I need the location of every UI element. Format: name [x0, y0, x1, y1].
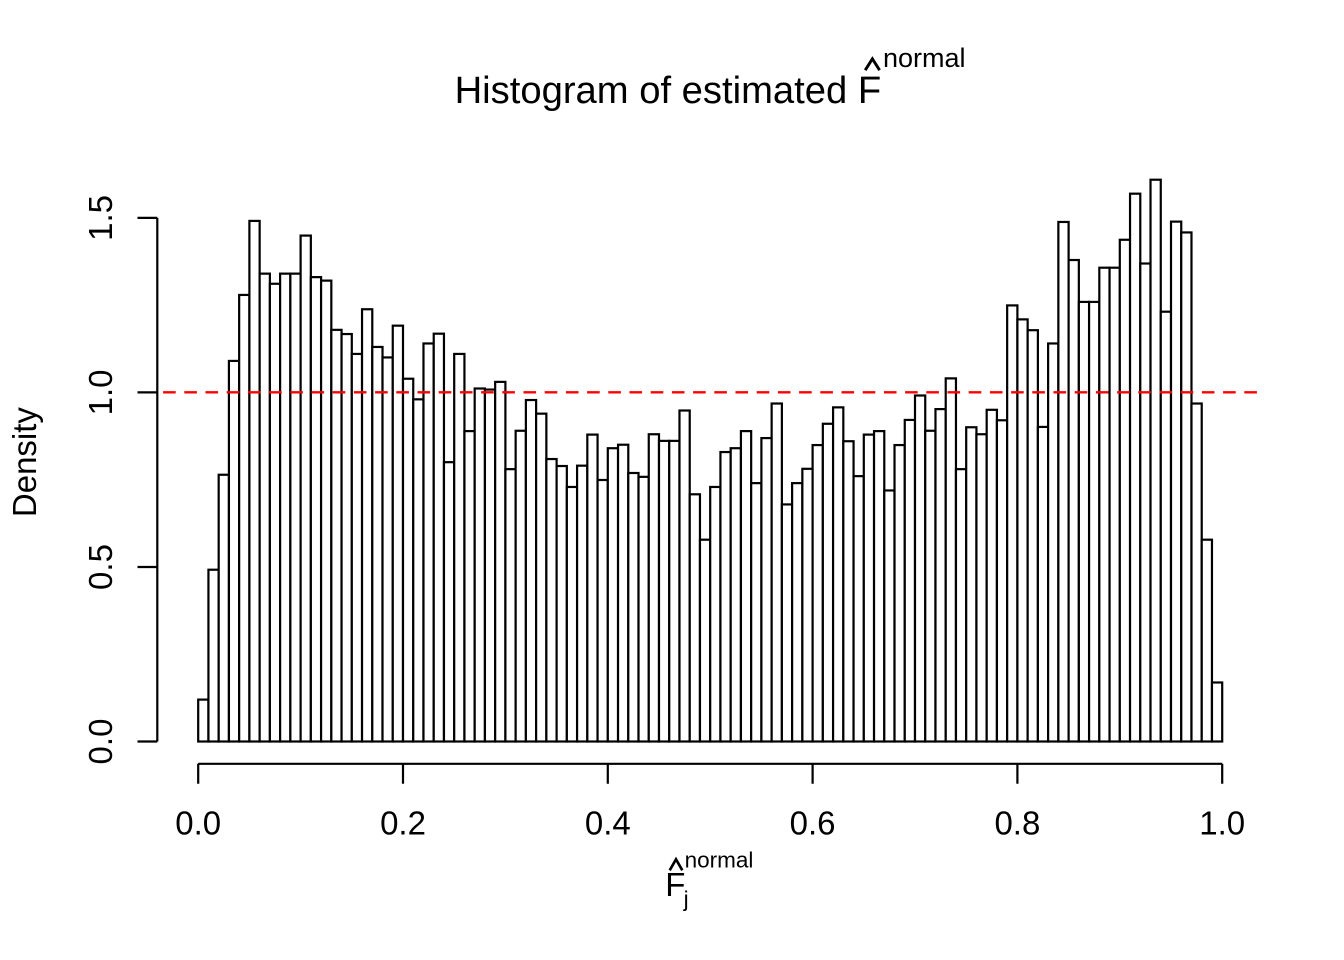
svg-text:1.0: 1.0	[82, 369, 119, 415]
svg-text:Histogram of estimated F: Histogram of estimated F	[455, 69, 882, 112]
svg-text:normal: normal	[883, 43, 966, 73]
svg-text:0.2: 0.2	[380, 805, 426, 842]
svg-text:0.5: 0.5	[82, 544, 119, 590]
svg-text:0.0: 0.0	[82, 719, 119, 765]
svg-text:0.8: 0.8	[994, 805, 1040, 842]
svg-text:j: j	[683, 887, 689, 912]
svg-text:0.0: 0.0	[175, 805, 221, 842]
svg-text:normal: normal	[685, 847, 754, 872]
svg-text:Density: Density	[6, 407, 43, 518]
svg-text:0.6: 0.6	[790, 805, 836, 842]
svg-text:1.5: 1.5	[82, 195, 119, 241]
svg-text:F: F	[665, 866, 685, 903]
svg-text:0.4: 0.4	[585, 805, 631, 842]
svg-text:1.0: 1.0	[1199, 805, 1245, 842]
